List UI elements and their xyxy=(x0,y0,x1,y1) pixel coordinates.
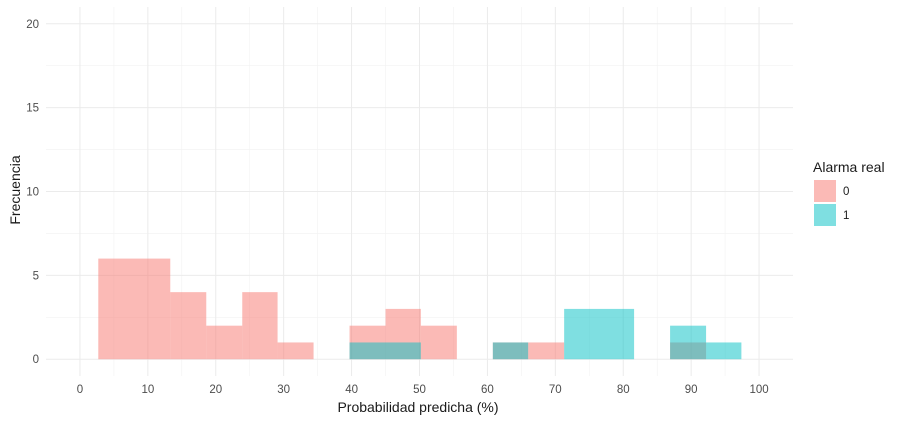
y-tick-label: 15 xyxy=(26,103,39,115)
x-tick-label: 90 xyxy=(685,384,698,396)
legend-items: 01 xyxy=(814,180,849,226)
bar-series-1-bin-3 xyxy=(670,325,707,360)
legend-label-0: 0 xyxy=(843,186,849,198)
y-tick-label: 5 xyxy=(33,270,39,282)
x-tick-label: 0 xyxy=(77,384,83,396)
bar-series-0-bin-3 xyxy=(242,292,278,360)
legend: Alarma real 01 xyxy=(813,159,885,226)
legend-title: Alarma real xyxy=(813,159,885,175)
bar-series-1-bin-4 xyxy=(706,342,742,360)
bar-series-1-bin-0 xyxy=(349,342,421,360)
bar-series-0-bin-4 xyxy=(277,342,314,360)
bars xyxy=(98,258,742,360)
y-tick-labels: 0 5 10 15 20 xyxy=(26,19,39,366)
bar-series-0-bin-9 xyxy=(528,342,565,360)
bar-series-0-bin-0 xyxy=(98,258,171,360)
x-tick-label: 40 xyxy=(345,384,358,396)
x-tick-label: 50 xyxy=(413,384,426,396)
x-tick-label: 80 xyxy=(617,384,630,396)
y-tick-label: 20 xyxy=(26,19,39,31)
y-tick-label: 0 xyxy=(33,354,39,366)
y-axis-title: Frecuencia xyxy=(7,155,23,224)
y-tick-label: 10 xyxy=(26,187,39,199)
legend-key-0 xyxy=(814,180,836,202)
bar-series-1-bin-2 xyxy=(564,308,635,360)
bar-series-0-bin-7 xyxy=(420,325,457,360)
x-tick-labels: 0 10 20 30 40 50 60 70 80 90 100 xyxy=(77,384,769,396)
x-tick-label: 60 xyxy=(481,384,494,396)
x-tick-label: 30 xyxy=(277,384,290,396)
x-axis-title: Probabilidad predicha (%) xyxy=(337,399,498,415)
x-tick-label: 100 xyxy=(749,384,768,396)
bar-series-1-bin-1 xyxy=(492,342,529,360)
x-tick-label: 70 xyxy=(549,384,562,396)
legend-key-1 xyxy=(814,204,836,226)
x-tick-label: 10 xyxy=(141,384,154,396)
bar-series-0-bin-2 xyxy=(206,325,243,360)
bar-series-0-bin-1 xyxy=(170,292,207,360)
x-tick-label: 20 xyxy=(209,384,222,396)
legend-label-1: 1 xyxy=(843,210,849,222)
